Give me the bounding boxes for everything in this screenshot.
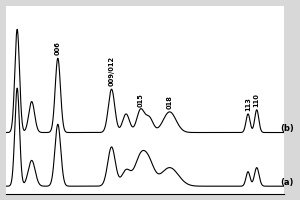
Text: 015: 015 [138, 93, 144, 107]
Text: (a): (a) [280, 178, 293, 187]
Text: 110: 110 [254, 93, 260, 107]
Text: 009/012: 009/012 [109, 56, 115, 86]
Text: 113: 113 [245, 97, 251, 111]
Text: 006: 006 [55, 41, 61, 55]
Text: (b): (b) [280, 124, 294, 133]
Text: 018: 018 [167, 95, 172, 109]
